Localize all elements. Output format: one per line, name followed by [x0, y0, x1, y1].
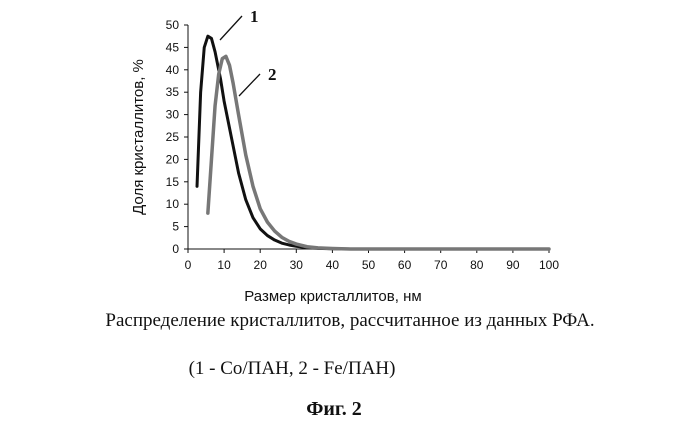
x-tick-label: 90 — [506, 258, 520, 272]
y-tick-label: 5 — [172, 220, 179, 234]
x-tick-label: 30 — [290, 258, 304, 272]
x-tick-label: 40 — [326, 258, 340, 272]
y-tick-label: 30 — [166, 108, 180, 122]
series-tag-1: 1 — [250, 7, 259, 26]
x-tick-label: 80 — [470, 258, 484, 272]
x-tick-label: 0 — [185, 258, 192, 272]
y-tick-label: 0 — [172, 242, 179, 256]
x-tick-label: 70 — [434, 258, 448, 272]
y-tick-label: 15 — [166, 175, 180, 189]
x-tick-label: 60 — [398, 258, 412, 272]
x-tick-label: 50 — [362, 258, 376, 272]
figure-caption: Распределение кристаллитов, рассчитанное… — [0, 310, 700, 332]
series-legend-text: (1 - Co/ПАН, 2 - Fe/ПАН) — [0, 358, 642, 380]
series-layer — [197, 36, 549, 249]
figure-label: Фиг. 2 — [0, 398, 684, 421]
y-tick-label: 50 — [166, 18, 180, 32]
x-tick-label: 20 — [254, 258, 268, 272]
series-line-2 — [208, 56, 549, 249]
y-tick-label: 45 — [166, 40, 180, 54]
series-tag-leader-1 — [220, 16, 242, 40]
chart: 0 10 20 30 40 50 60 70 80 90 100 0 5 10 15 20 25 30 35 40 45… — [0, 0, 700, 310]
y-tick-label: 10 — [166, 197, 180, 211]
y-axis-title: Доля кристаллитов, % — [130, 59, 147, 215]
x-tick-label: 10 — [217, 258, 231, 272]
series-line-1 — [197, 36, 549, 249]
x-tick-label: 100 — [539, 258, 559, 272]
x-axis-title: Размер кристаллитов, нм — [244, 288, 421, 305]
y-tick-label: 20 — [166, 152, 180, 166]
y-tick-label: 35 — [166, 85, 180, 99]
series-tag-2: 2 — [268, 65, 277, 84]
y-tick-label: 40 — [166, 63, 180, 77]
y-tick-label: 25 — [166, 130, 180, 144]
series-tags: 12 — [220, 7, 277, 96]
series-tag-leader-2 — [239, 74, 260, 96]
